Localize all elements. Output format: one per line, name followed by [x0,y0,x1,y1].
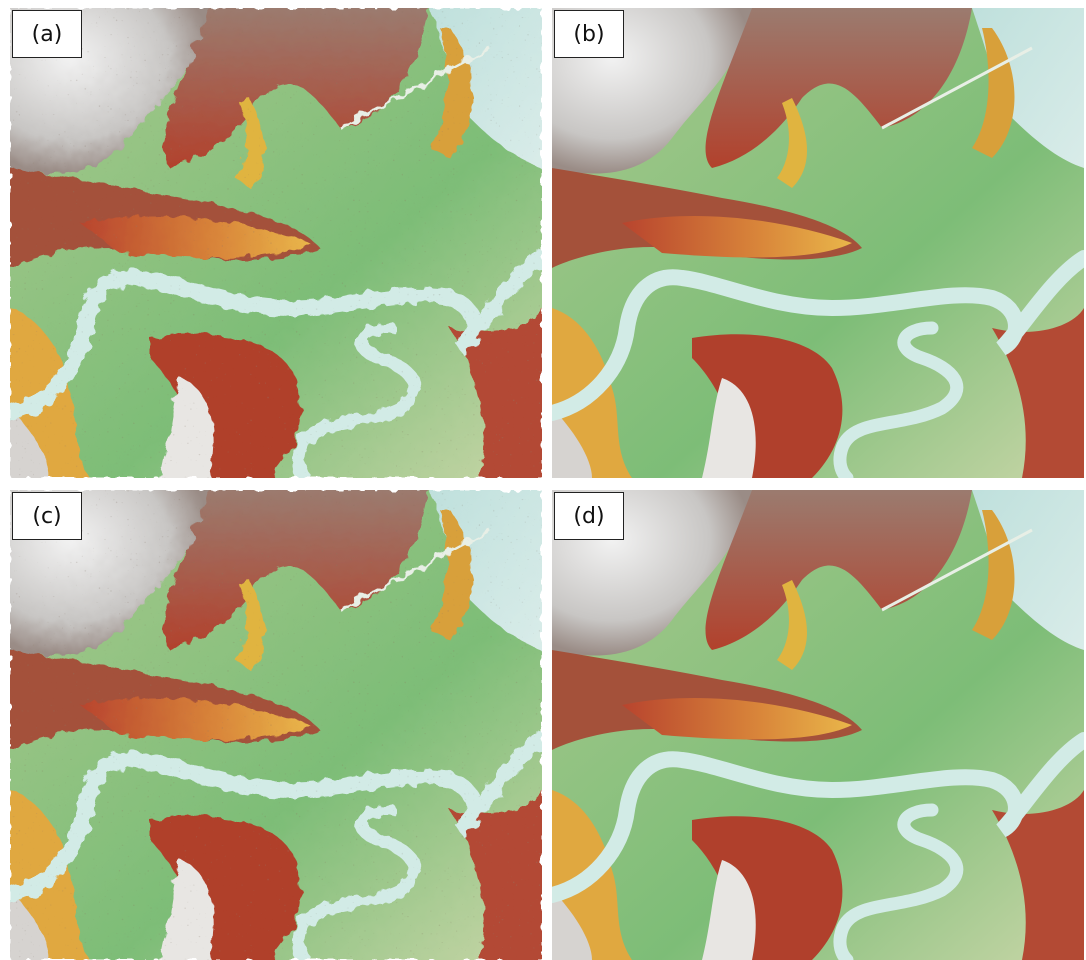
page: (a) (b) (c) (d) (() => { const data = JS… [0,0,1086,960]
panel-label: (c) [12,492,82,540]
panel-label: (d) [554,492,624,540]
terrain-map [10,490,542,960]
panel-label: (a) [12,10,82,58]
terrain-map [552,8,1084,478]
panel-label: (b) [554,10,624,58]
panel: (b) [552,8,1084,478]
terrain-map [10,8,542,478]
panel: (c) [10,490,542,960]
terrain-map [552,490,1084,960]
panel: (d) [552,490,1084,960]
panel: (a) [10,8,542,478]
